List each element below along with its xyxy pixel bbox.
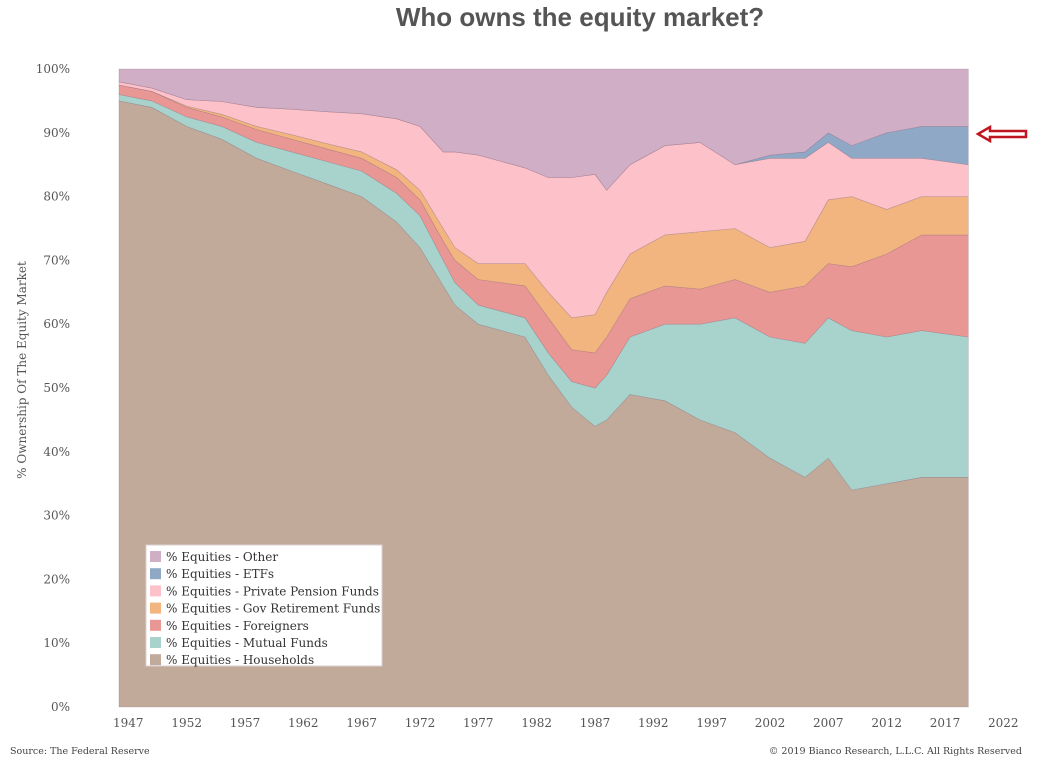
chart-title: Who owns the equity market?	[395, 2, 765, 32]
copyright-note: © 2019 Bianco Research, L.L.C. All Right…	[768, 746, 1022, 757]
legend-label: % Equities - Mutual Funds	[166, 636, 328, 650]
legend-swatch	[150, 619, 161, 631]
annotation-arrow	[975, 124, 1028, 144]
legend-box	[145, 544, 383, 667]
y-axis-title: % Ownership Of The Equity Market	[15, 261, 29, 479]
y-tick-label: 30%	[43, 509, 70, 523]
y-tick-label: 20%	[43, 572, 70, 586]
legend-swatch	[150, 585, 161, 597]
x-tick-label: 2022	[988, 716, 1019, 730]
x-axis-ticks: 1947 1952 1957 1962 1967 1972 1977 1982 1987 1992…	[113, 716, 1019, 730]
y-tick-label: 40%	[43, 445, 70, 459]
y-tick-label: 10%	[43, 636, 70, 650]
legend-label: % Equities - Households	[166, 653, 314, 667]
x-tick-label: 2002	[755, 716, 786, 730]
legend-swatch	[150, 637, 161, 648]
legend-label: % Equities - Private Pension Funds	[166, 584, 379, 598]
x-tick-label: 2007	[813, 716, 844, 730]
x-tick-label: 1967	[346, 716, 377, 730]
legend: % Equities - Other % Equities - ETFs % Equ…	[145, 544, 383, 667]
legend-label: % Equities - Gov Retirement Funds	[166, 602, 380, 616]
y-axis-ticks: 0% 10% 20% 30% 40% 50% 60% 70% 80% 90% 100%	[36, 62, 70, 714]
legend-label: % Equities - Other	[166, 550, 278, 564]
y-tick-label: 70%	[43, 253, 70, 267]
x-tick-label: 1947	[113, 716, 144, 730]
legend-swatch	[150, 654, 161, 666]
legend-label: % Equities - ETFs	[166, 567, 274, 581]
x-tick-label: 1977	[463, 716, 494, 730]
y-tick-label: 60%	[43, 317, 70, 331]
source-note: Source: The Federal Reserve	[10, 746, 150, 757]
x-tick-label: 1987	[580, 716, 611, 730]
x-tick-label: 2017	[930, 716, 961, 730]
y-tick-label: 0%	[51, 700, 70, 714]
legend-swatch	[150, 551, 161, 562]
y-tick-label: 100%	[36, 62, 70, 76]
area-other	[118, 68, 969, 191]
x-tick-label: 1957	[230, 716, 261, 730]
x-tick-label: 1952	[171, 716, 202, 730]
x-tick-label: 1962	[288, 716, 319, 730]
x-tick-label: 2012	[871, 716, 902, 730]
legend-label: % Equities - Foreigners	[166, 619, 309, 633]
legend-swatch	[150, 602, 161, 614]
y-tick-label: 50%	[43, 381, 70, 395]
x-tick-label: 1992	[638, 716, 669, 730]
x-tick-label: 1982	[521, 716, 552, 730]
x-tick-label: 1997	[696, 716, 727, 730]
x-tick-label: 1972	[405, 716, 436, 730]
y-tick-label: 80%	[43, 190, 70, 204]
area-gov-retirement-funds	[118, 84, 969, 354]
legend-swatch	[150, 568, 161, 580]
y-tick-label: 90%	[43, 126, 70, 140]
